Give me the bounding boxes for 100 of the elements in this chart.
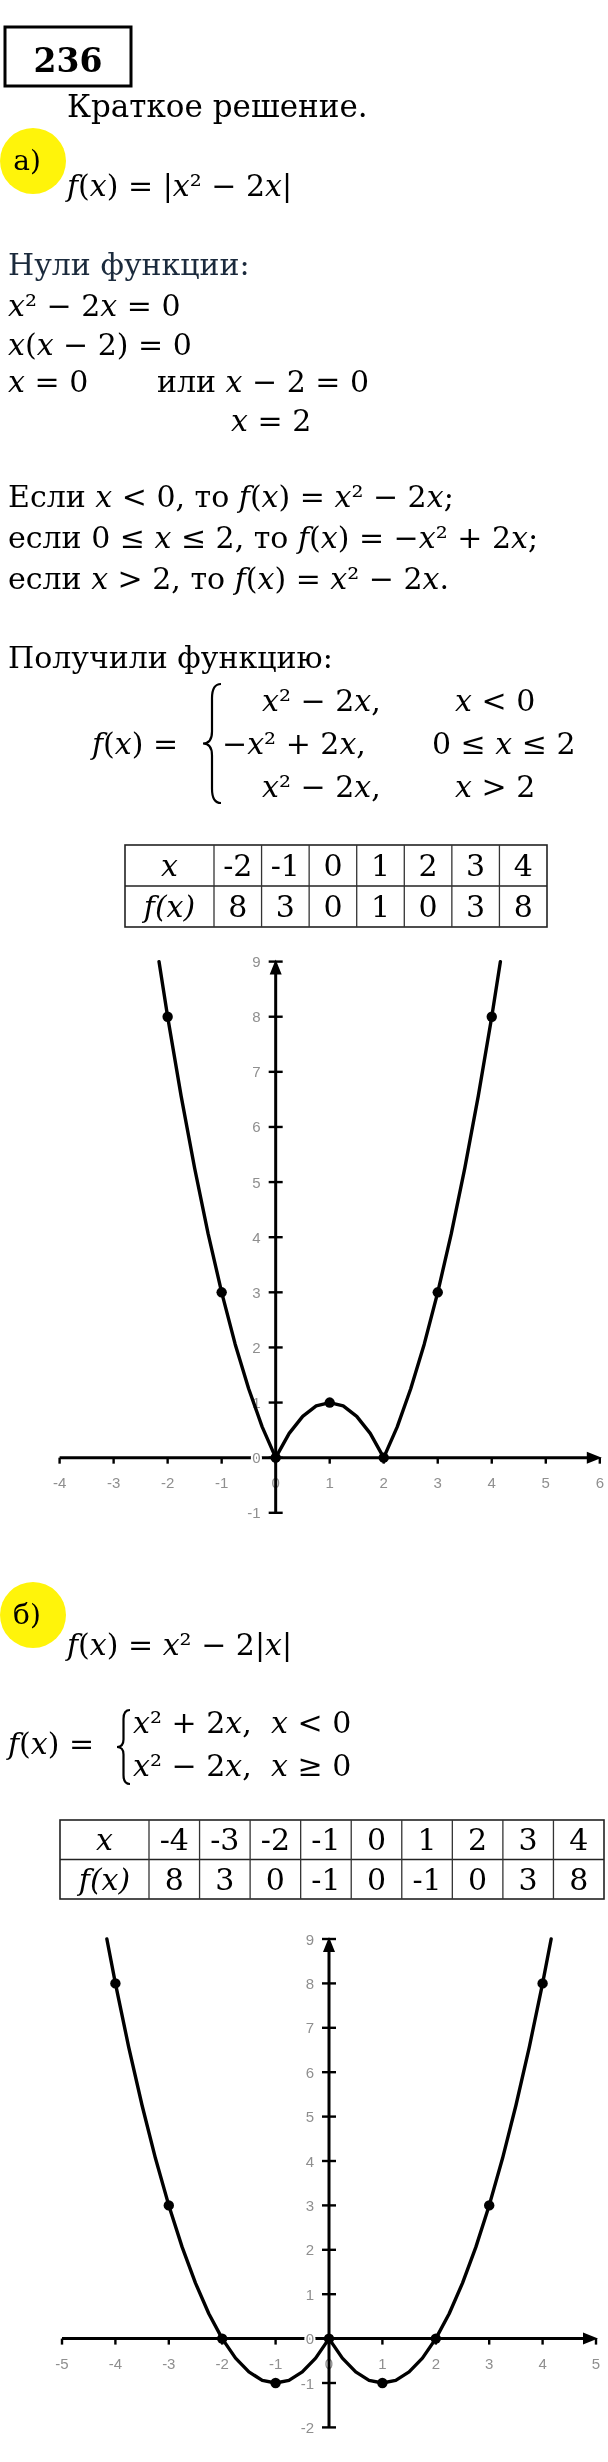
- x-tick-label: 6: [595, 1474, 604, 1492]
- text: если x > 2, то f(x) = x² − 2x.: [8, 561, 450, 596]
- x-tick-label: -3: [106, 1474, 121, 1492]
- text: x: [161, 848, 179, 884]
- text: если 0 ≤ x ≤ 2, то f(x) = −x² + 2x;: [8, 520, 539, 555]
- text: x² − 2x = 0: [8, 288, 181, 323]
- x-tick-label: 3: [485, 2355, 494, 2373]
- point: [324, 1397, 335, 1408]
- y-tick-label: 9: [252, 953, 261, 971]
- text: 2: [418, 848, 438, 884]
- x-tick-label: 5: [541, 1474, 550, 1492]
- text: f(x) = x² − 2|x|: [65, 1627, 293, 1662]
- text: 3: [518, 1861, 538, 1897]
- text: 4: [513, 848, 533, 884]
- text: 0: [418, 889, 438, 925]
- text: -1: [412, 1861, 442, 1897]
- point: [323, 2333, 335, 2344]
- text: 4: [569, 1822, 589, 1858]
- text: 1: [417, 1822, 437, 1858]
- y-tick-label: 4: [305, 2152, 314, 2170]
- text: 236: [33, 41, 103, 80]
- x-tick-label: -3: [162, 2355, 176, 2373]
- x-tick-label: -1: [214, 1474, 229, 1492]
- text: f(x) = |x² − 2x|: [65, 168, 293, 203]
- x-tick-label: 4: [487, 1474, 496, 1492]
- text: x² − 2x,: [133, 1748, 252, 1783]
- chart-title: б): [13, 1598, 41, 1631]
- text: 8: [164, 1861, 184, 1897]
- point: [377, 2377, 388, 2389]
- x-tick-label: -1: [268, 2355, 283, 2373]
- y-tick-label: 4: [252, 1228, 261, 1246]
- x-tick-label: -2: [215, 2355, 229, 2373]
- y-tick-label: 7: [305, 2019, 314, 2037]
- text: 3: [215, 1861, 235, 1897]
- text: 8: [569, 1861, 589, 1897]
- y-tick-label: 1: [305, 2285, 314, 2303]
- y-tick-label: 8: [252, 1008, 261, 1026]
- point: [537, 1978, 548, 1989]
- text: 3: [466, 848, 486, 884]
- point: [163, 2200, 174, 2211]
- text: x: [96, 1822, 114, 1858]
- chart-title: а): [13, 144, 41, 177]
- x-tick-label: 3: [433, 1474, 442, 1492]
- x-tick-label: 1: [378, 2355, 387, 2373]
- point: [432, 1287, 443, 1298]
- point: [162, 1011, 173, 1022]
- text: x ≥ 0: [271, 1748, 352, 1783]
- point: [270, 2377, 281, 2389]
- x-tick-label: -4: [108, 2355, 123, 2373]
- x-tick-label: 2: [431, 2355, 440, 2373]
- text: −x² + 2x,: [222, 726, 366, 761]
- text: 2: [468, 1822, 488, 1858]
- point: [217, 2333, 228, 2344]
- point: [110, 1978, 121, 1989]
- text: Нули функции:: [8, 247, 250, 282]
- y-tick-label: 2: [305, 2241, 314, 2259]
- text: f(x): [76, 1861, 131, 1897]
- y-tick-label: 2: [252, 1338, 261, 1356]
- x-tick-label: 4: [538, 2355, 547, 2373]
- text: x² − 2x,: [262, 683, 381, 718]
- text: 3: [466, 889, 486, 925]
- text: x > 2: [455, 769, 536, 804]
- x-tick-label: -2: [160, 1474, 175, 1492]
- x-tick-label: 5: [591, 2355, 601, 2373]
- point: [430, 2333, 441, 2344]
- text: f(x) =: [6, 1726, 95, 1761]
- y-tick-label: 8: [305, 1974, 314, 1992]
- text: f(x) =: [90, 726, 179, 761]
- text: Если x < 0, то f(x) = x² − 2x;: [8, 479, 454, 514]
- text: f(x): [141, 889, 196, 925]
- text: Краткое решение.: [67, 88, 368, 124]
- text: 0: [366, 1822, 387, 1858]
- x-tick-label: 1: [325, 1474, 334, 1492]
- y-tick-label: 6: [252, 1118, 261, 1136]
- text: x(x − 2) = 0: [8, 327, 192, 362]
- y-tick-label: 5: [305, 2108, 314, 2126]
- y-tick-label: -2: [300, 2418, 314, 2436]
- y-tick-label: 9: [305, 1930, 314, 1948]
- text: 1: [370, 848, 391, 884]
- text: 1: [370, 889, 391, 925]
- x-tick-label: -4: [52, 1474, 67, 1492]
- text: -4: [159, 1822, 189, 1858]
- text: 0: [366, 1861, 387, 1897]
- text: x < 0: [455, 683, 536, 718]
- text: 0 ≤ x ≤ 2: [432, 726, 576, 761]
- text: или x − 2 = 0: [157, 364, 370, 399]
- point: [378, 1452, 389, 1463]
- point: [216, 1287, 227, 1298]
- point: [270, 1452, 281, 1463]
- y-tick-label: 3: [305, 2196, 314, 2214]
- text: Получили функцию:: [8, 640, 333, 675]
- point: [484, 2200, 495, 2211]
- y-tick-label: 6: [305, 2063, 314, 2081]
- text: 3: [518, 1822, 538, 1858]
- text: 0: [468, 1861, 488, 1897]
- y-tick-label: 5: [252, 1173, 261, 1191]
- x-tick-label: -5: [55, 2355, 69, 2373]
- point: [486, 1011, 497, 1022]
- text: x² + 2x,: [133, 1705, 252, 1740]
- text: x = 0: [8, 364, 89, 399]
